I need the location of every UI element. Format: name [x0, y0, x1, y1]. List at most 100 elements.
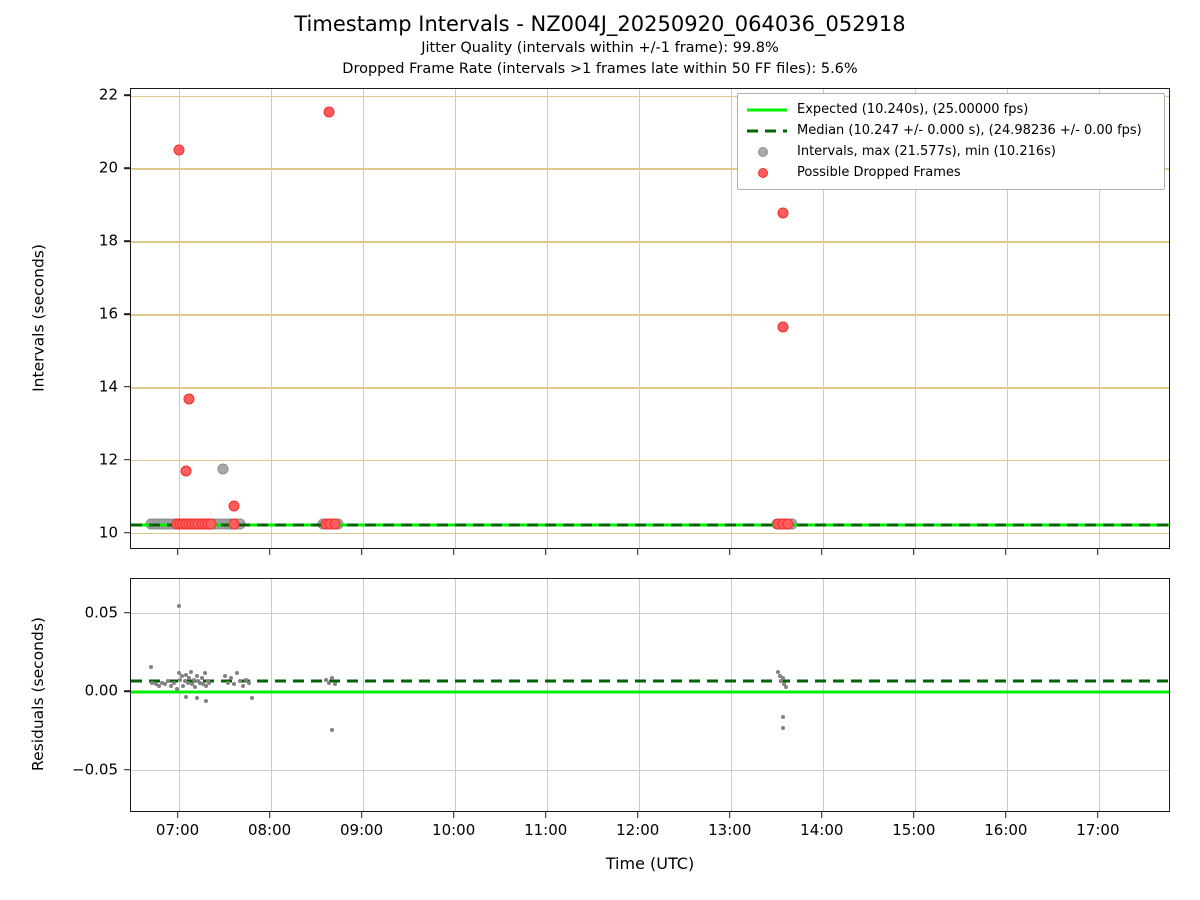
- y-tick-mark: [124, 386, 130, 388]
- data-point: [780, 726, 785, 731]
- legend-label-intervals: Intervals, max (21.577s), min (10.216s): [797, 143, 1056, 159]
- data-point: [777, 321, 789, 333]
- data-point: [171, 680, 176, 685]
- x-tick-mark: [1097, 812, 1099, 818]
- gridline-vertical: [638, 579, 641, 811]
- gridline-vertical: [454, 579, 457, 811]
- data-point: [780, 675, 785, 680]
- legend-item-expected: Expected (10.240s), (25.00000 fps): [745, 99, 1157, 120]
- x-tick-label: 08:00: [247, 821, 292, 839]
- x-tick-mark: [360, 812, 363, 818]
- x-tick-label: 07:00: [155, 821, 200, 839]
- x-tick-mark: [728, 549, 731, 555]
- gridline-vertical: [730, 89, 733, 548]
- gridline-vertical: [362, 89, 365, 548]
- data-point: [782, 518, 794, 530]
- x-tick-label: 17:00: [1076, 821, 1120, 839]
- y-tick-mark: [124, 313, 130, 315]
- subtitle-dropped-frame-rate: Dropped Frame Rate (intervals >1 frames …: [342, 61, 858, 77]
- x-tick-mark: [452, 549, 455, 555]
- data-point: [175, 686, 180, 691]
- x-tick-label: 13:00: [708, 821, 752, 839]
- data-point: [178, 677, 183, 682]
- data-point: [329, 518, 341, 530]
- x-tick-mark: [1097, 549, 1099, 555]
- data-point: [326, 680, 331, 685]
- y-tick-label: 18: [98, 231, 118, 250]
- legend-item-median: Median (10.247 +/- 0.000 s), (24.98236 +…: [745, 120, 1157, 141]
- data-point: [228, 518, 240, 530]
- gridline-vertical: [638, 89, 641, 548]
- x-tick-mark: [913, 812, 915, 818]
- x-tick-mark: [821, 812, 823, 818]
- gridline-vertical: [270, 579, 273, 811]
- data-point: [779, 679, 784, 684]
- data-point: [165, 679, 170, 684]
- data-point: [780, 715, 785, 720]
- data-point: [777, 207, 789, 219]
- y-tick-label: 12: [98, 450, 118, 469]
- x-tick-label: 11:00: [524, 821, 568, 839]
- data-point: [777, 674, 782, 679]
- gridline-vertical: [178, 579, 181, 811]
- median-reference-line: [131, 523, 1169, 527]
- residuals-plot-inner: [131, 579, 1169, 811]
- data-point: [168, 683, 173, 688]
- median-line-swatch-icon: [745, 123, 789, 139]
- y-tick-mark: [124, 167, 130, 169]
- x-tick-mark: [268, 812, 271, 818]
- gridline-horizontal: [131, 612, 1169, 615]
- intervals-plot-inner: [131, 89, 1169, 548]
- data-point: [217, 463, 229, 475]
- y-tick-mark: [124, 611, 130, 614]
- legend-item-intervals: Intervals, max (21.577s), min (10.216s): [745, 141, 1157, 162]
- gridline-vertical: [270, 89, 273, 548]
- data-point: [191, 677, 196, 682]
- y-tick-mark: [124, 240, 130, 242]
- residuals-plot-area: [130, 578, 1170, 812]
- gridline-horizontal: [131, 314, 1169, 316]
- y-tick-mark: [124, 458, 130, 461]
- gridline-vertical: [178, 89, 181, 548]
- data-point: [185, 680, 190, 685]
- y-tick-mark: [124, 690, 130, 692]
- y-tick-mark: [124, 94, 130, 97]
- data-point: [202, 671, 207, 676]
- page-title: Timestamp Intervals - NZ004J_20250920_06…: [294, 12, 906, 36]
- title-block: Timestamp Intervals - NZ004J_20250920_06…: [0, 10, 1200, 80]
- data-point: [184, 672, 189, 677]
- x-tick-mark: [544, 549, 547, 555]
- x-tick-mark: [176, 812, 179, 818]
- data-point: [782, 682, 787, 687]
- gridline-horizontal: [131, 769, 1169, 772]
- data-point: [329, 727, 334, 732]
- data-point: [231, 682, 236, 687]
- gridline-vertical: [454, 89, 457, 548]
- x-tick-mark: [821, 549, 823, 555]
- y-tick-label: −0.05: [72, 760, 118, 779]
- data-point: [776, 669, 781, 674]
- gridline-vertical: [730, 579, 733, 811]
- data-point: [201, 682, 206, 687]
- data-point: [194, 696, 199, 701]
- x-tick-mark: [636, 549, 639, 555]
- y-tick-label: 16: [98, 304, 118, 323]
- gridline-horizontal: [131, 168, 1169, 170]
- x-tick-label: 16:00: [984, 821, 1028, 839]
- data-point: [187, 675, 192, 680]
- gridline-horizontal: [131, 387, 1169, 389]
- data-point: [199, 675, 204, 680]
- x-tick-label: 09:00: [339, 821, 384, 839]
- gridline-vertical: [914, 89, 917, 548]
- data-point: [190, 682, 195, 687]
- y-tick-mark: [124, 768, 130, 771]
- data-point: [323, 106, 335, 118]
- data-point: [176, 671, 181, 676]
- data-point: [250, 696, 255, 701]
- data-point: [181, 683, 186, 688]
- gridline-vertical: [1006, 89, 1009, 548]
- x-tick-mark: [176, 549, 179, 555]
- gridline-vertical: [362, 579, 365, 811]
- data-point: [153, 682, 158, 687]
